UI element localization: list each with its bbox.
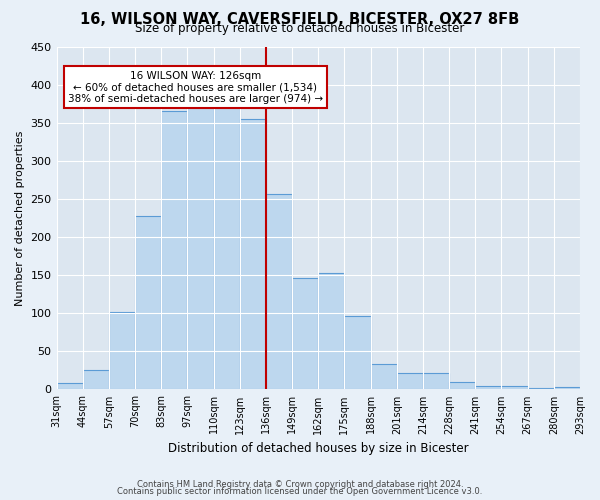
Text: Contains HM Land Registry data © Crown copyright and database right 2024.: Contains HM Land Registry data © Crown c…	[137, 480, 463, 489]
Text: 16, WILSON WAY, CAVERSFIELD, BICESTER, OX27 8FB: 16, WILSON WAY, CAVERSFIELD, BICESTER, O…	[80, 12, 520, 26]
Bar	[554, 387, 580, 390]
Bar	[397, 374, 423, 390]
Bar	[292, 278, 318, 390]
Bar	[423, 374, 449, 390]
Bar	[83, 370, 109, 390]
Bar	[371, 364, 397, 390]
Bar	[502, 386, 527, 390]
Bar	[449, 382, 475, 390]
Bar	[318, 273, 344, 390]
Bar	[527, 388, 554, 390]
Bar	[214, 108, 240, 390]
X-axis label: Distribution of detached houses by size in Bicester: Distribution of detached houses by size …	[168, 442, 469, 455]
Bar	[187, 108, 214, 390]
Text: Size of property relative to detached houses in Bicester: Size of property relative to detached ho…	[136, 22, 464, 35]
Bar	[109, 312, 135, 390]
Y-axis label: Number of detached properties: Number of detached properties	[15, 130, 25, 306]
Bar	[56, 382, 83, 390]
Bar	[344, 316, 371, 390]
Bar	[475, 386, 502, 390]
Text: Contains public sector information licensed under the Open Government Licence v3: Contains public sector information licen…	[118, 488, 482, 496]
Bar	[161, 112, 187, 390]
Bar	[240, 119, 266, 390]
Bar	[266, 194, 292, 390]
Bar	[135, 216, 161, 390]
Text: 16 WILSON WAY: 126sqm
← 60% of detached houses are smaller (1,534)
38% of semi-d: 16 WILSON WAY: 126sqm ← 60% of detached …	[68, 70, 323, 104]
